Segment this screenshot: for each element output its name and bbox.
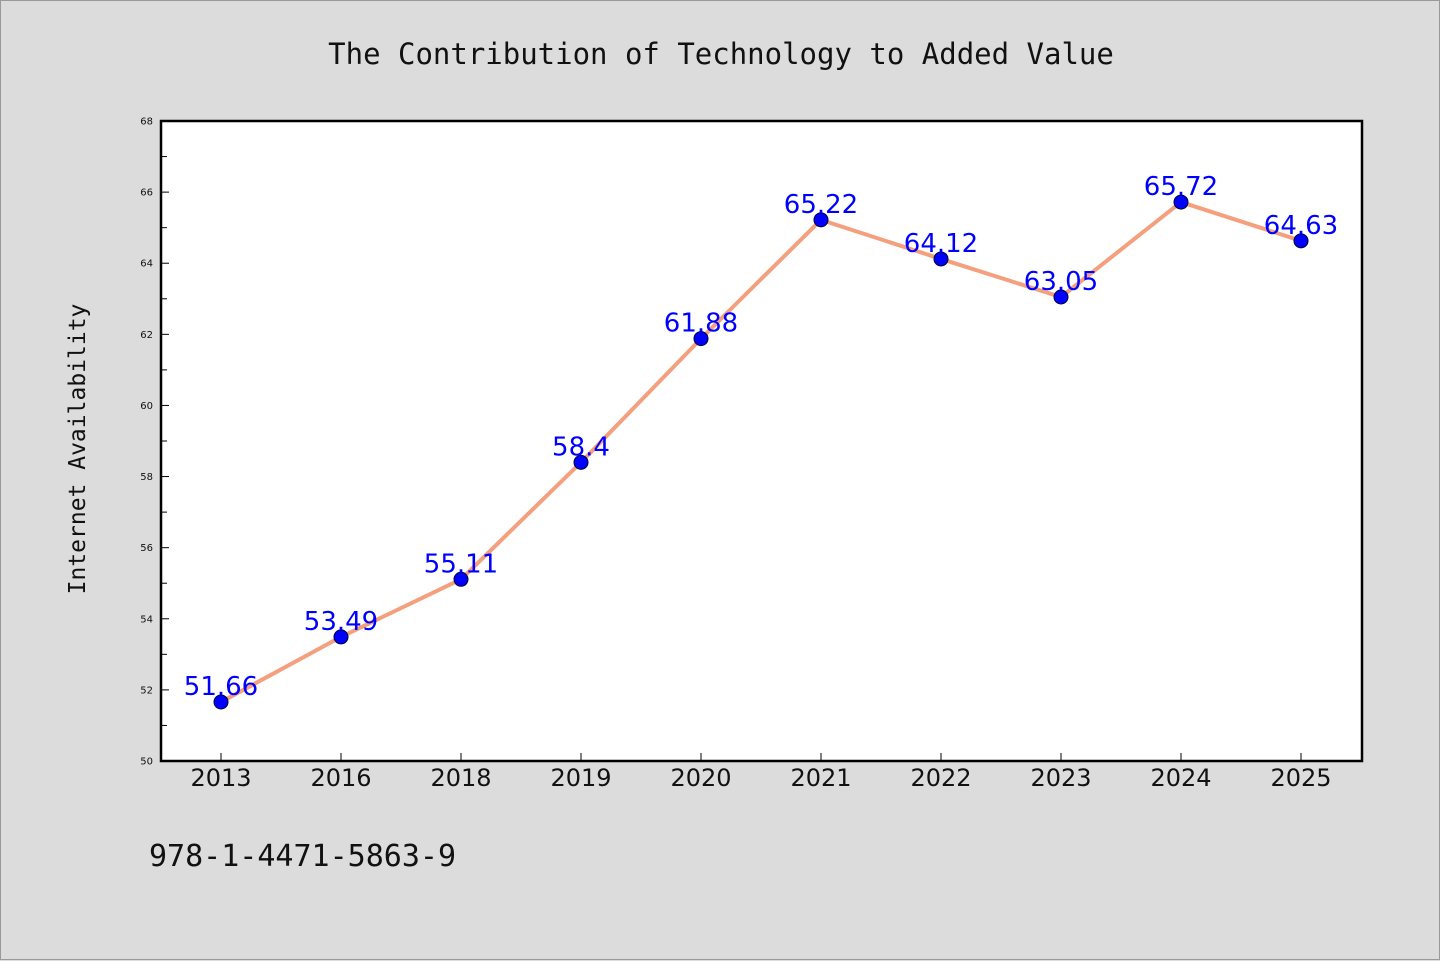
y-tick-label: 66 — [140, 188, 153, 199]
data-labels: 51.66 53.49 55.11 58.4 61.88 65.22 64.12 63.05 6… — [184, 172, 1338, 702]
y-tick-label: 64 — [140, 259, 153, 270]
data-point — [1173, 194, 1189, 210]
x-tick-label: 2020 — [670, 764, 731, 792]
data-point — [453, 571, 469, 587]
data-point — [933, 251, 949, 267]
y-tick-label: 52 — [140, 685, 153, 696]
footer-code: 978-1-4471-5863-9 — [149, 839, 456, 874]
data-label: 64.63 — [1264, 211, 1338, 241]
data-label: 51.66 — [184, 672, 258, 702]
plot-area — [161, 121, 1362, 761]
data-label: 58.4 — [552, 432, 610, 462]
y-tick-label: 62 — [140, 330, 153, 341]
x-tick-label: 2021 — [790, 764, 851, 792]
data-point — [1293, 233, 1309, 249]
series-layer — [213, 194, 1309, 710]
data-label: 55.11 — [424, 549, 498, 579]
data-label: 65.22 — [784, 190, 858, 220]
x-tick-label: 2023 — [1030, 764, 1091, 792]
y-tick-label: 56 — [140, 543, 153, 554]
y-tick-label: 54 — [140, 614, 153, 625]
plot-frame — [159, 119, 1364, 763]
x-tick-label: 2025 — [1270, 764, 1331, 792]
x-tick-label: 2022 — [910, 764, 971, 792]
data-label: 64.12 — [904, 229, 978, 259]
x-tick-label: 2013 — [190, 764, 251, 792]
y-axis-label: Internet Availability — [65, 304, 91, 595]
x-tick-label: 2016 — [310, 764, 371, 792]
data-label: 53.49 — [304, 607, 378, 637]
y-axis-ticks: 50 52 54 56 58 60 62 64 66 68 — [140, 117, 169, 768]
x-tick-label: 2018 — [430, 764, 491, 792]
chart-title: The Contribution of Technology to Added … — [328, 37, 1114, 71]
data-point — [813, 212, 829, 228]
data-label: 63.05 — [1024, 267, 1098, 297]
y-tick-label: 50 — [140, 757, 153, 768]
x-axis-ticks: 2013 2016 2018 2019 2020 2021 2022 2023 2024 2025 — [190, 753, 1332, 792]
data-point — [213, 694, 229, 710]
data-point — [1053, 289, 1069, 305]
series-line — [219, 200, 1303, 704]
data-point — [333, 629, 349, 645]
data-label: 61.88 — [664, 309, 738, 339]
y-tick-label: 60 — [140, 401, 153, 412]
data-label: 65.72 — [1144, 172, 1218, 202]
x-tick-label: 2019 — [550, 764, 611, 792]
y-tick-label: 58 — [140, 472, 153, 483]
y-tick-label: 68 — [140, 117, 153, 128]
x-tick-label: 2024 — [1150, 764, 1211, 792]
data-point — [573, 454, 589, 470]
data-point — [693, 331, 709, 347]
